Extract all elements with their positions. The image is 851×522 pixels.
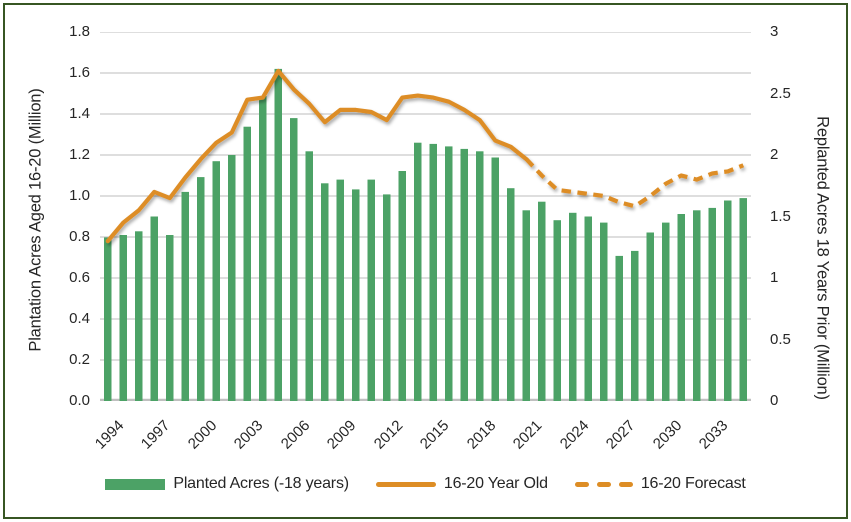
bar-2014: [414, 142, 422, 401]
bar-2020: [507, 188, 515, 401]
bar-2026: [600, 222, 608, 401]
bar-2006: [290, 118, 298, 401]
legend-dashed-line-swatch: [574, 481, 633, 487]
legend-bar-swatch: [105, 478, 166, 490]
bar-2015: [429, 143, 437, 401]
plot-svg: [100, 31, 751, 402]
right-tick-2.5: 2.5: [770, 84, 791, 102]
bar-2027: [615, 255, 623, 401]
bar-2028: [631, 250, 639, 401]
legend-label-16-20-forecast: 16-20 Forecast: [640, 475, 746, 492]
bar-2029: [646, 232, 654, 401]
bar-2000: [197, 177, 205, 401]
bar-2019: [491, 157, 499, 401]
right-tick-0.5: 0.5: [770, 330, 791, 348]
legend: Planted Acres (-18 years) 16-20 Year Old…: [10, 469, 841, 499]
left-axis-title: Plantation Acres Aged 16-20 (Million): [26, 88, 45, 352]
left-tick-0.0: 0.0: [69, 392, 90, 409]
right-tick-1.5: 1.5: [770, 207, 791, 225]
bar-2021: [522, 210, 530, 401]
chart-frame: [3, 3, 848, 519]
bar-2009: [336, 179, 344, 401]
left-tick-1.6: 1.6: [69, 64, 90, 81]
right-tick-3: 3: [770, 23, 779, 40]
bar-2024: [569, 212, 577, 401]
bar-2025: [584, 216, 592, 401]
bar-2018: [476, 151, 484, 401]
left-tick-0.4: 0.4: [69, 310, 90, 327]
left-tick-1.0: 1.0: [69, 187, 90, 204]
bar-2001: [212, 161, 220, 401]
bar-1999: [181, 191, 189, 401]
plot-area: [100, 31, 751, 402]
bar-2012: [383, 194, 391, 401]
left-tick-1.8: 1.8: [69, 23, 90, 40]
bar-2023: [553, 220, 561, 401]
left-tick-0.2: 0.2: [69, 351, 90, 368]
left-tick-0.6: 0.6: [69, 269, 90, 286]
bar-2032: [693, 210, 701, 401]
bar-2031: [677, 214, 685, 401]
right-tick-0: 0: [770, 392, 779, 409]
legend-solid-line-swatch: [375, 481, 436, 487]
bar-2016: [445, 146, 453, 401]
bar-2017: [460, 148, 468, 401]
line-16-20-forecast: [524, 157, 745, 209]
right-axis-title: Replanted Acres 18 Years Prior (Million): [813, 116, 832, 400]
bar-2008: [321, 183, 329, 401]
bar-1996: [135, 231, 143, 401]
bar-1997: [150, 216, 158, 401]
legend-label-planted-acres: Planted Acres (-18 years): [173, 475, 349, 492]
bar-2011: [367, 179, 375, 401]
bar-2034: [724, 200, 732, 401]
legend-label-16-20-year-old: 16-20 Year Old: [443, 475, 548, 492]
bar-2033: [708, 207, 716, 401]
bar-1994: [104, 237, 112, 401]
bar-2004: [259, 96, 267, 401]
legend-item-planted-acres: Planted Acres (-18 years): [105, 475, 349, 493]
bar-1998: [166, 235, 174, 401]
bar-2035: [739, 198, 747, 401]
legend-item-16-20-year-old: 16-20 Year Old: [375, 475, 548, 493]
left-tick-0.8: 0.8: [69, 228, 90, 245]
bar-2030: [662, 222, 670, 401]
right-tick-2: 2: [770, 146, 779, 163]
bar-2007: [305, 151, 313, 401]
left-tick-1.4: 1.4: [69, 105, 90, 122]
bar-2003: [243, 126, 251, 401]
right-tick-1: 1: [770, 269, 779, 286]
bar-2010: [352, 189, 360, 401]
left-tick-1.2: 1.2: [69, 146, 90, 163]
bar-2005: [274, 68, 282, 402]
bar-2002: [228, 155, 236, 401]
bar-1995: [119, 235, 127, 401]
line-16-20-year-old: [105, 68, 529, 244]
bar-2022: [538, 201, 546, 401]
legend-item-16-20-forecast: 16-20 Forecast: [574, 475, 746, 493]
bar-2013: [398, 171, 406, 401]
